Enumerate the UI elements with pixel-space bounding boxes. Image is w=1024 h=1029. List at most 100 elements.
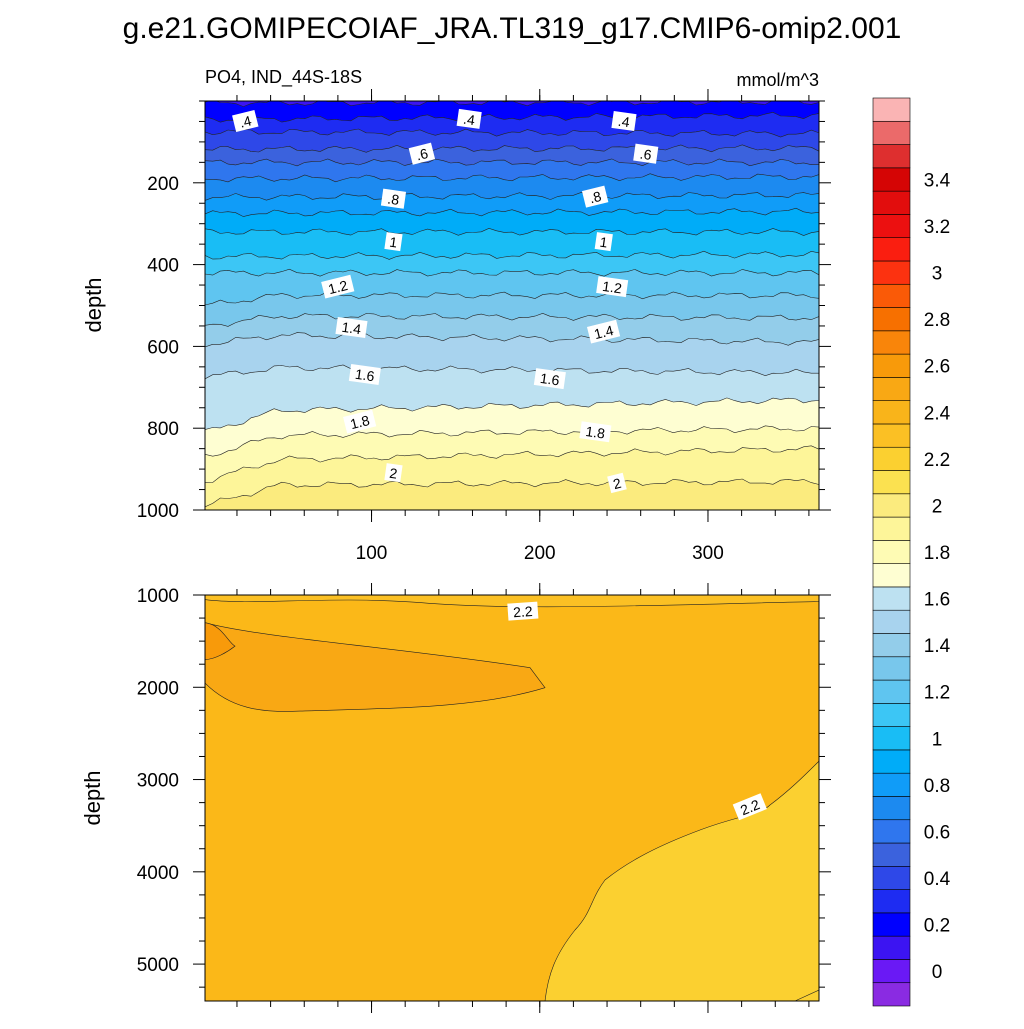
- colorbar-label: 1: [932, 729, 943, 750]
- contour-label: 1.6: [533, 368, 566, 390]
- contour-line: [205, 332, 819, 348]
- contour-label-box: [596, 276, 629, 298]
- contour-label: 1: [594, 232, 613, 252]
- contour-label-box: [348, 363, 381, 386]
- colorbar-swatch: [872, 866, 911, 890]
- y-tick-label: 400: [147, 256, 179, 277]
- contour-label: .4: [611, 110, 637, 132]
- x-tick-label: 200: [524, 543, 556, 564]
- colorbar-swatch: [872, 772, 911, 797]
- contour-line: [205, 144, 819, 153]
- contour-band: [205, 101, 819, 107]
- contour-label: 1.2: [321, 274, 355, 299]
- colorbar-swatch: [872, 493, 911, 518]
- upper-panel-axes: 200 400 600 800 1000 100 200 300: [137, 89, 831, 564]
- contour-label: .6: [408, 142, 436, 165]
- contour-label: 1.4: [586, 319, 621, 344]
- contour-label-text: .6: [639, 145, 653, 162]
- contour-band: [205, 112, 819, 137]
- contour-label-box: [579, 421, 612, 443]
- upper-y-axis-label: depth: [81, 277, 106, 332]
- colorbar-swatch: [872, 237, 911, 262]
- colorbar-swatch: [872, 97, 911, 122]
- y-tick-label: 200: [147, 174, 179, 195]
- contour-label-box: [384, 463, 403, 483]
- contour-band: [205, 479, 819, 510]
- variable-region-label: PO4, IND_44S-18S: [205, 67, 362, 88]
- colorbar-label: 1.4: [924, 636, 951, 657]
- colorbar-swatch: [872, 120, 911, 145]
- contour-line: [205, 364, 819, 380]
- colorbar-swatch: [872, 190, 911, 215]
- lower-panel-fill: [205, 595, 819, 1001]
- colorbar-label: 2: [932, 496, 943, 517]
- contour-label-text: 1.8: [585, 423, 607, 442]
- contour-label-text: 1.2: [327, 277, 350, 297]
- contour-label: .4: [232, 109, 259, 133]
- contour-label: 1.6: [348, 363, 381, 386]
- colorbar-swatch: [872, 446, 911, 471]
- contour-label-box: [633, 143, 659, 164]
- contour-label: .8: [581, 185, 609, 208]
- contour-band: [544, 760, 819, 1001]
- contour-line: [205, 250, 819, 260]
- contour-label: 2.2: [507, 601, 539, 621]
- colorbar-swatch: [872, 609, 911, 634]
- contour-band: [205, 158, 819, 182]
- contour-label-box: [380, 188, 407, 209]
- colorbar-swatch: [872, 353, 911, 378]
- y-tick-label: 3000: [137, 771, 179, 792]
- contour-label-text: .4: [238, 112, 253, 130]
- contour-label: 2.2: [732, 793, 767, 821]
- colorbar-swatch: [872, 679, 911, 704]
- contour-label: 2: [384, 463, 403, 483]
- colorbar-label: 3.4: [924, 171, 951, 192]
- contour-label-box: [581, 185, 609, 208]
- contour-label: .6: [633, 143, 659, 164]
- contour-label-box: [594, 232, 613, 252]
- contour-label-box: [611, 110, 637, 132]
- contour-line: [205, 291, 819, 306]
- colorbar-swatch: [872, 283, 911, 308]
- colorbar-swatch: [872, 935, 911, 960]
- contour-band: [205, 291, 819, 327]
- y-tick-label: 600: [147, 337, 179, 358]
- contour-band: [205, 397, 819, 457]
- colorbar-label: 0.2: [924, 916, 950, 937]
- contour-label-box: [232, 109, 259, 133]
- contour-line: [205, 425, 819, 457]
- contour-label-text: 1.4: [341, 319, 363, 338]
- colorbar-swatch: [872, 260, 911, 285]
- contour-label-box: [507, 601, 539, 621]
- colorbar-swatch: [872, 307, 911, 332]
- colorbar-label: 2.6: [924, 357, 950, 378]
- colorbar-swatch: [872, 889, 911, 914]
- colorbar-swatch: [872, 423, 911, 448]
- contour-label-text: 1: [388, 234, 398, 251]
- colorbar: 0 0.2 0.4 0.6 0.8 1 1.2 1.4 1.6 1.8 2 2.2 2.4 2.6 2.8 3…: [872, 97, 951, 1007]
- y-tick-label: 1000: [137, 501, 179, 522]
- contour-line: [205, 445, 819, 483]
- colorbar-label: 1.6: [924, 590, 950, 611]
- contour-band: [205, 595, 819, 608]
- colorbar-label: 0: [932, 962, 943, 983]
- contour-line: [205, 207, 819, 217]
- colorbar-label: 3: [932, 264, 943, 285]
- lower-panel: 2.2 2.2 1000 2000 3000 4000 5000 depth: [80, 583, 831, 1013]
- contour-line: [205, 268, 819, 277]
- contour-label-text: .8: [588, 188, 603, 206]
- contour-label-text: 2.2: [738, 796, 762, 818]
- contour-label-text: 1.6: [539, 370, 561, 389]
- contour-band: [205, 129, 819, 153]
- contour-label-text: 1: [599, 234, 609, 251]
- colorbar-swatch: [872, 703, 911, 727]
- lower-y-axis-label: depth: [80, 770, 105, 825]
- contour-line: [205, 173, 819, 183]
- contour-line: [205, 192, 819, 201]
- colorbar-swatch: [872, 633, 911, 658]
- colorbar-swatch: [872, 144, 911, 169]
- contour-band: [205, 173, 819, 201]
- lower-panel-axes: 1000 2000 3000 4000 5000: [137, 583, 831, 1013]
- contour-line: [205, 397, 819, 430]
